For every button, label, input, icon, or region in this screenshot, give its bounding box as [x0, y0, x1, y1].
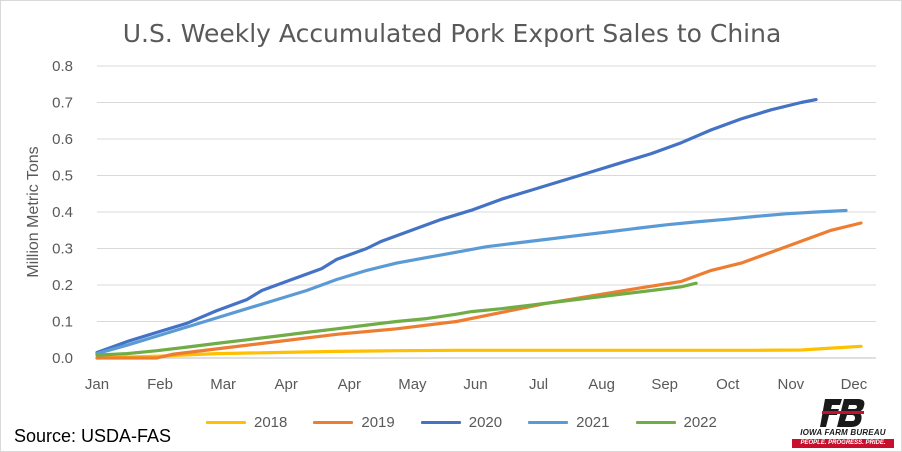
- legend: 2018 2019 2020 2021 2022: [206, 411, 743, 433]
- x-tick-label: Apr: [275, 376, 298, 393]
- series-line-2020: [95, 98, 818, 355]
- legend-label: 2022: [683, 413, 717, 431]
- legend-swatch: [528, 420, 569, 424]
- y-tick-label: 0.6: [52, 131, 73, 148]
- legend-item-2021: 2021: [528, 413, 610, 431]
- y-tick-label: 0.3: [52, 241, 73, 258]
- legend-label: 2020: [468, 413, 503, 431]
- x-tick-label: Mar: [210, 376, 236, 393]
- x-tick-label: Sep: [651, 376, 678, 393]
- y-axis-ticks: 0.0 0.1 0.2 0.3 0.4 0.5 0.6 0.7 0.8: [52, 58, 73, 367]
- x-tick-label: May: [398, 376, 427, 393]
- y-tick-label: 0.5: [52, 168, 73, 185]
- y-tick-label: 0.1: [52, 314, 73, 331]
- x-tick-label: Jun: [463, 376, 487, 393]
- logo-tagline: PEOPLE. PROGRESS. PRIDE.: [792, 439, 894, 448]
- legend-label: 2021: [576, 413, 610, 431]
- gridlines: [97, 65, 876, 322]
- x-tick-label: Dec: [841, 376, 868, 393]
- legend-item-2020: 2020: [420, 413, 503, 431]
- y-tick-label: 0.7: [52, 95, 73, 112]
- x-tick-label: Jul: [529, 376, 548, 393]
- y-tick-label: 0.4: [52, 204, 73, 221]
- legend-item-2018: 2018: [206, 414, 287, 431]
- legend-label: 2018: [254, 413, 288, 431]
- series-lines: [95, 98, 863, 360]
- x-tick-label: Feb: [147, 376, 173, 393]
- legend-item-2022: 2022: [635, 413, 717, 431]
- x-tick-label: Aug: [588, 376, 615, 393]
- y-tick-label: 0.2: [52, 277, 73, 294]
- series-line-2022: [95, 281, 698, 357]
- y-axis-label: Million Metric Tons: [25, 146, 42, 277]
- legend-swatch: [420, 420, 461, 424]
- series-line-2021: [95, 208, 848, 356]
- legend-item-2019: 2019: [313, 413, 395, 431]
- y-tick-label: 0.0: [52, 350, 73, 367]
- logo-name: IOWA FARM BUREAU: [800, 428, 886, 437]
- legend-swatch: [635, 420, 676, 424]
- x-tick-label: Apr: [338, 376, 361, 393]
- x-tick-label: Nov: [778, 376, 805, 393]
- farm-bureau-fb-icon: [820, 399, 865, 427]
- chart-title: U.S. Weekly Accumulated Pork Export Sale…: [122, 19, 782, 48]
- y-tick-label: 0.8: [52, 58, 73, 75]
- x-tick-label: Jan: [85, 376, 109, 393]
- legend-swatch: [206, 420, 246, 424]
- iowa-farm-bureau-logo: IOWA FARM BUREAU PEOPLE. PROGRESS. PRIDE…: [788, 397, 898, 449]
- x-axis-ticks: Jan Feb Mar Apr Apr May Jun Jul Aug Sep Oct Nov Dec: [85, 376, 868, 393]
- plot-area: 0.0 0.1 0.2 0.3 0.4 0.5 0.6 0.7 0.8 Jan Feb Mar Apr…: [25, 58, 876, 393]
- source-note: Source: USDA-FAS: [14, 426, 172, 446]
- x-tick-label: Oct: [716, 376, 740, 393]
- series-line-2018: [95, 344, 863, 360]
- series-line-2019: [95, 221, 863, 360]
- legend-label: 2019: [361, 413, 395, 431]
- legend-swatch: [313, 420, 354, 424]
